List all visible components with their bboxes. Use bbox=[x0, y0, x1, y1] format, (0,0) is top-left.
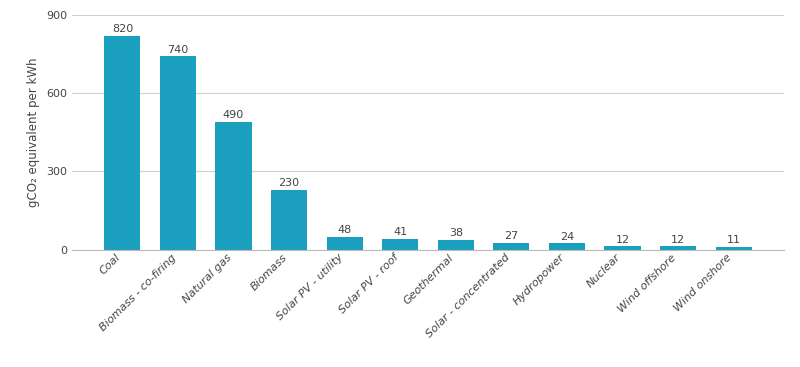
Bar bbox=[438, 240, 474, 250]
Bar bbox=[160, 57, 196, 250]
Text: 820: 820 bbox=[112, 24, 133, 34]
Text: 12: 12 bbox=[671, 235, 685, 245]
Bar bbox=[549, 243, 585, 250]
Text: 12: 12 bbox=[615, 235, 630, 245]
Y-axis label: gCO₂ equivalent per kWh: gCO₂ equivalent per kWh bbox=[27, 57, 41, 207]
Bar bbox=[326, 237, 362, 250]
Bar bbox=[382, 239, 418, 250]
Text: 230: 230 bbox=[278, 178, 300, 188]
Text: 24: 24 bbox=[560, 232, 574, 242]
Bar bbox=[271, 189, 307, 250]
Text: 38: 38 bbox=[449, 228, 463, 238]
Bar bbox=[215, 122, 251, 250]
Bar bbox=[715, 247, 752, 250]
Text: 740: 740 bbox=[167, 45, 189, 55]
Text: 27: 27 bbox=[504, 231, 518, 241]
Text: 41: 41 bbox=[393, 227, 407, 237]
Bar bbox=[494, 243, 530, 250]
Text: 11: 11 bbox=[726, 235, 741, 245]
Text: 490: 490 bbox=[223, 110, 244, 120]
Text: 48: 48 bbox=[338, 225, 352, 236]
Bar bbox=[605, 246, 641, 250]
Bar bbox=[104, 36, 141, 250]
Bar bbox=[660, 246, 696, 250]
